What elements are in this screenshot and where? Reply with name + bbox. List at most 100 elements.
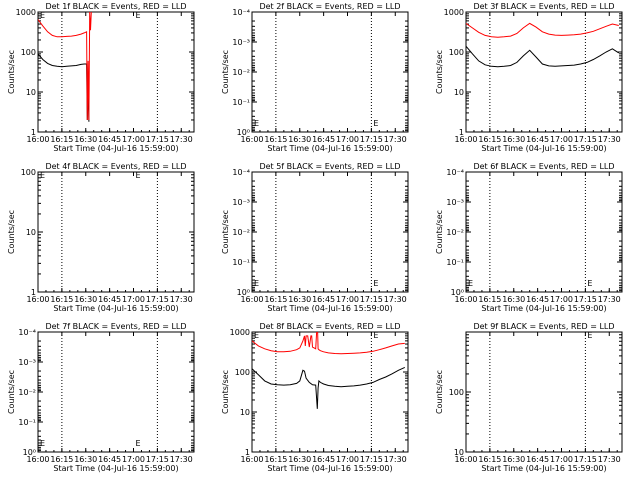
x-tick-label: 17:15	[574, 135, 597, 144]
x-tick-label: 17:00	[336, 135, 359, 144]
x-tick-label: 16:30	[502, 295, 525, 304]
x-tick-label: 16:00	[26, 295, 49, 304]
x-tick-label: 17:00	[122, 295, 145, 304]
x-tick-label: 16:45	[526, 455, 549, 464]
x-tick-label: 16:30	[288, 455, 311, 464]
y-tick-label: 1000	[444, 8, 464, 17]
y-axis-label: Counts/sec	[7, 370, 16, 414]
panel-title: Det 3f BLACK = Events, RED = LLD	[473, 2, 614, 11]
x-tick-label: 16:15	[264, 135, 287, 144]
plot-frame	[465, 11, 623, 133]
y-axis-label: Counts/sec	[435, 370, 444, 414]
y-tick-label: 100	[449, 388, 464, 397]
event-marker-label: E	[136, 171, 141, 180]
x-tick-label: 17:30	[384, 455, 407, 464]
panel-det-2: Det 2f BLACK = Events, RED = LLD Counts/s…	[221, 2, 409, 153]
y-tick-label: 10	[26, 88, 36, 97]
x-tick-label: 17:15	[360, 455, 383, 464]
x-tick-label: 17:15	[146, 455, 169, 464]
x-tick-label: 16:15	[478, 135, 501, 144]
panel-det-6: Det 6f BLACK = Events, RED = LLD Counts/s…	[435, 162, 623, 313]
y-tick-label: 10⁻¹	[232, 98, 250, 107]
x-tick-label: 16:45	[98, 295, 121, 304]
y-tick-label: 1000	[16, 8, 36, 17]
x-tick-label: 16:30	[288, 135, 311, 144]
x-tick-label: 16:45	[98, 135, 121, 144]
event-marker-label: E	[136, 11, 141, 20]
series-line-events	[252, 366, 406, 409]
y-tick-label: 10⁻¹	[232, 258, 250, 267]
event-marker-label: E	[587, 331, 592, 340]
y-tick-label: 10⁻²	[232, 228, 250, 237]
x-tick-label: 16:30	[502, 455, 525, 464]
event-marker-label: E	[40, 171, 45, 180]
x-tick-label: 17:00	[336, 295, 359, 304]
x-tick-label: 16:45	[526, 135, 549, 144]
x-tick-label: 16:15	[50, 295, 73, 304]
y-tick-label: 10⁻³	[232, 198, 250, 207]
x-tick-label: 17:30	[384, 295, 407, 304]
y-tick-label: 10⁻⁴	[232, 8, 250, 17]
x-axis-label: Start Time (04-Jul-16 15:59:00)	[481, 464, 606, 473]
x-tick-label: 17:30	[170, 295, 193, 304]
x-tick-label: 17:00	[550, 295, 573, 304]
x-tick-label: 17:00	[122, 135, 145, 144]
y-tick-label: 100	[21, 48, 36, 57]
panel-title: Det 2f BLACK = Events, RED = LLD	[259, 2, 400, 11]
x-axis-label: Start Time (04-Jul-16 15:59:00)	[53, 144, 178, 153]
y-tick-label: 10	[454, 448, 464, 457]
event-marker-label: E	[587, 279, 592, 288]
y-tick-label: 1	[31, 128, 36, 137]
x-axis-label: Start Time (04-Jul-16 15:59:00)	[481, 144, 606, 153]
panel-title: Det 8f BLACK = Events, RED = LLD	[259, 322, 400, 331]
panel-title: Det 9f BLACK = Events, RED = LLD	[473, 322, 614, 331]
x-tick-label: 16:30	[74, 295, 97, 304]
x-tick-label: 17:15	[360, 135, 383, 144]
y-tick-label: 10⁻³	[18, 358, 36, 367]
panel-det-1: Det 1f BLACK = Events, RED = LLD Counts/s…	[7, 2, 195, 153]
x-tick-label: 16:15	[478, 455, 501, 464]
event-marker-label: E	[373, 279, 378, 288]
x-tick-label: 17:30	[170, 135, 193, 144]
x-tick-label: 16:30	[74, 135, 97, 144]
y-axis-label: Counts/sec	[7, 50, 16, 94]
series-line-lld	[466, 22, 619, 38]
plot-frame	[251, 331, 409, 453]
panel-title: Det 6f BLACK = Events, RED = LLD	[473, 162, 614, 171]
x-tick-label: 17:30	[598, 135, 621, 144]
x-tick-label: 17:15	[574, 455, 597, 464]
event-marker-label: E	[254, 331, 259, 340]
x-axis-label: Start Time (04-Jul-16 15:59:00)	[53, 464, 178, 473]
x-tick-label: 16:00	[454, 295, 477, 304]
event-marker-label: E	[468, 279, 473, 288]
x-tick-label: 17:00	[122, 455, 145, 464]
x-axis-label: Start Time (04-Jul-16 15:59:00)	[267, 144, 392, 153]
y-tick-label: 10	[454, 88, 464, 97]
panel-det-3: Det 3f BLACK = Events, RED = LLD Counts/s…	[435, 2, 623, 153]
y-tick-label: 10⁰	[237, 288, 250, 297]
panel-title: Det 1f BLACK = Events, RED = LLD	[45, 2, 186, 11]
panel-det-9: Det 9f BLACK = Events, RED = LLD Counts/s…	[435, 322, 623, 473]
event-marker-label: E	[254, 119, 259, 128]
y-tick-label: 10⁰	[237, 128, 250, 137]
y-tick-label: 10⁻²	[232, 68, 250, 77]
y-tick-label: 100	[449, 48, 464, 57]
series-line-lld	[252, 332, 405, 355]
y-tick-label: 1	[31, 288, 36, 297]
x-tick-label: 16:00	[240, 455, 263, 464]
x-tick-label: 16:30	[74, 455, 97, 464]
event-marker-label: E	[136, 439, 141, 448]
y-tick-label: 10⁻³	[446, 198, 464, 207]
x-axis-label: Start Time (04-Jul-16 15:59:00)	[267, 304, 392, 313]
x-tick-label: 17:30	[598, 295, 621, 304]
y-axis-label: Counts/sec	[7, 210, 16, 254]
y-axis-label: Counts/sec	[221, 370, 230, 414]
x-tick-label: 16:00	[454, 135, 477, 144]
y-axis-label: Counts/sec	[435, 50, 444, 94]
x-tick-label: 16:15	[50, 455, 73, 464]
x-tick-label: 16:45	[312, 295, 335, 304]
event-marker-label: E	[373, 331, 378, 340]
x-tick-label: 16:45	[312, 455, 335, 464]
x-tick-label: 16:45	[526, 295, 549, 304]
y-axis-label: Counts/sec	[435, 210, 444, 254]
